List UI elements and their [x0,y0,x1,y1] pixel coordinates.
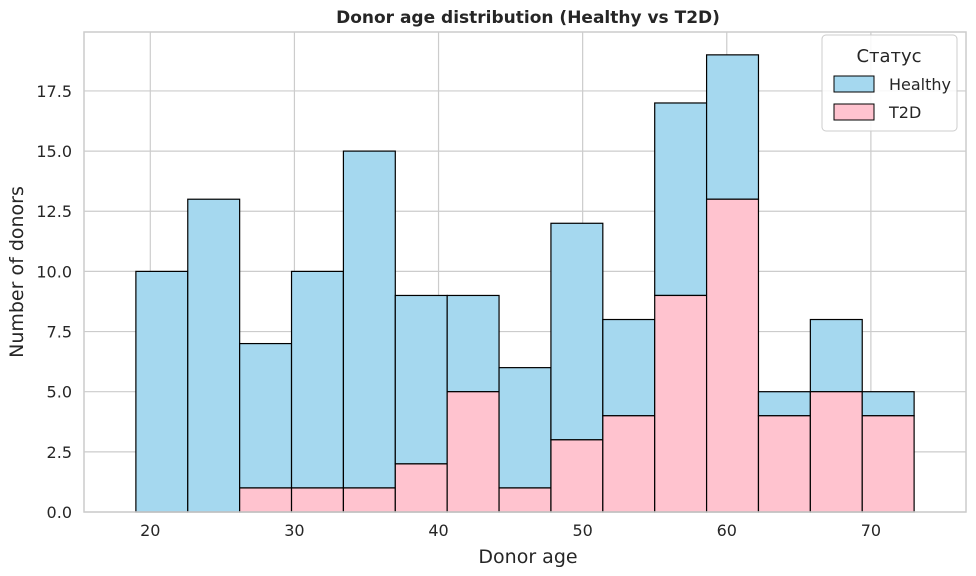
bar-t2d [861,415,915,513]
y-axis-label: Number of donors [6,186,28,358]
bar-t2d [342,487,396,513]
bar-healthy [809,318,863,393]
bar-t2d [239,487,293,513]
bar-t2d [705,198,760,513]
bar-healthy [239,342,293,489]
bar-t2d [290,487,345,513]
bar-t2d [446,391,500,513]
chart-title: Donor age distribution (Healthy vs T2D) [336,8,720,28]
legend-label-healthy: Healthy [889,75,951,94]
bar-t2d [809,391,863,513]
bar-healthy [861,391,915,417]
ticks-layer: 20 30 40 50 60 70 0.0 2.5 5.0 7.5 10.0 12.5 15.0 17.5 [36,82,881,540]
x-tick-label: 70 [861,521,881,540]
bar-healthy [757,391,811,417]
x-tick-label: 60 [717,521,737,540]
bar-healthy [187,198,241,513]
x-tick-label: 50 [572,521,592,540]
x-tick-label: 30 [284,521,304,540]
bar-t2d [757,415,811,513]
bar-t2d [654,294,708,513]
bar-t2d [498,487,552,513]
legend-title: Статус [856,46,921,67]
y-tick-label: 5.0 [47,383,72,402]
y-tick-label: 15.0 [36,142,72,161]
bar-t2d [602,415,656,513]
x-tick-label: 40 [428,521,448,540]
y-tick-label: 17.5 [36,82,72,101]
bar-healthy [550,222,604,441]
y-tick-label: 0.0 [47,503,72,522]
bar-healthy [446,294,500,393]
y-tick-label: 12.5 [36,202,72,221]
legend: Статус Healthy T2D [821,34,958,132]
bar-healthy [705,54,760,200]
x-axis-label: Donor age [478,546,577,568]
bar-healthy [602,318,656,417]
legend-label-t2d: T2D [888,103,921,122]
x-tick-label: 20 [140,521,160,540]
bar-healthy [290,270,345,489]
legend-swatch-healthy [833,75,875,93]
bar-healthy [498,367,552,489]
legend-swatch-t2d [833,103,875,121]
bar-healthy [394,294,448,465]
bar-healthy [342,150,396,489]
y-tick-label: 10.0 [36,262,72,281]
bar-healthy [654,102,708,297]
plot-frame [83,31,967,513]
y-tick-label: 2.5 [47,443,72,462]
bar-t2d [550,439,604,513]
bars-layer [135,54,915,513]
bar-t2d [394,463,448,513]
y-tick-label: 7.5 [47,323,72,342]
bar-healthy [135,270,189,513]
